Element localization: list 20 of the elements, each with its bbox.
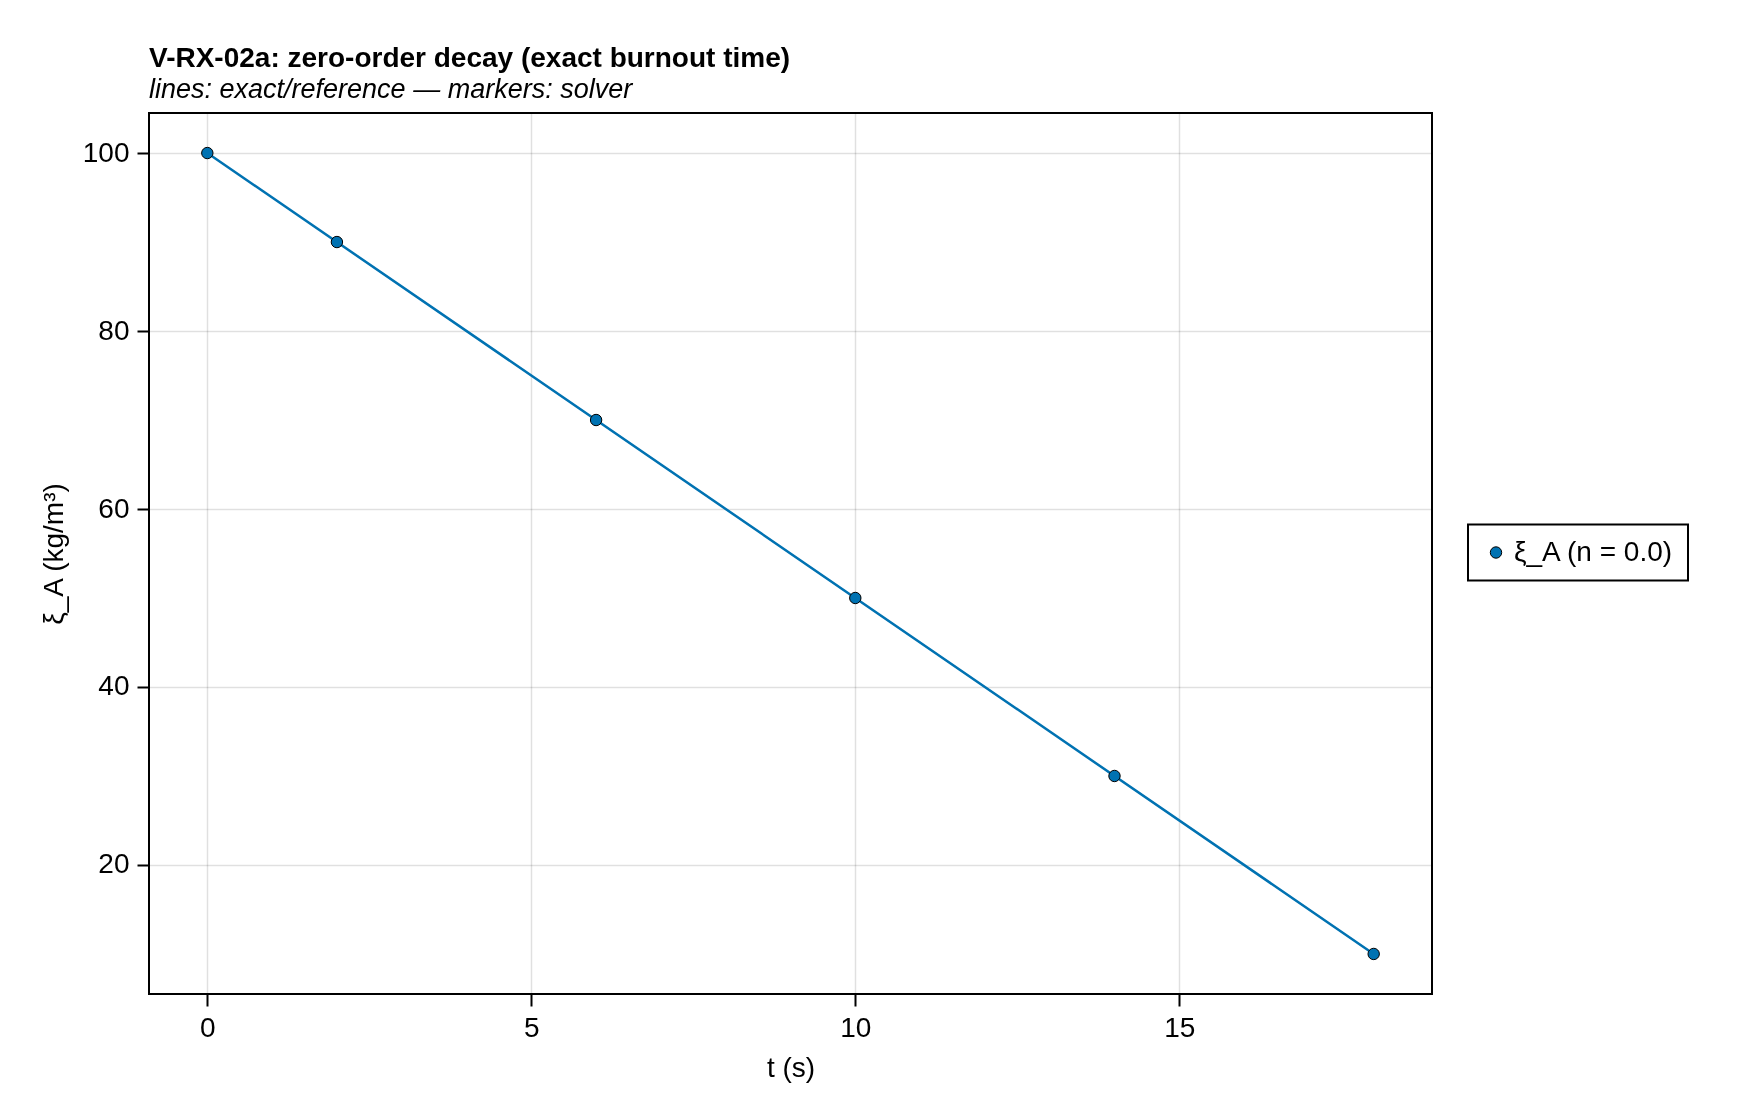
point bbox=[1367, 947, 1380, 961]
legend-label: ξ_A (n = 0.0) bbox=[1514, 535, 1673, 567]
y-tick-label: 20 bbox=[98, 848, 130, 880]
x-tick-label: 15 bbox=[1164, 1011, 1196, 1043]
point bbox=[1108, 769, 1121, 783]
y-axis-title: ξ_A (kg/m³) bbox=[37, 483, 69, 625]
point bbox=[330, 235, 344, 249]
y-tick-label: 40 bbox=[98, 670, 130, 702]
chart-subtitle: lines: exact/reference — markers: solver bbox=[149, 74, 634, 104]
point bbox=[201, 146, 214, 160]
point bbox=[589, 413, 603, 427]
chart-title: V-RX-02a: zero-order decay (exact burnout time) bbox=[149, 42, 791, 73]
x-axis-title: t (s) bbox=[766, 1051, 816, 1083]
x-tick-label: 10 bbox=[840, 1011, 872, 1043]
x-tick-label: 0 bbox=[200, 1011, 216, 1043]
y-tick-label: 60 bbox=[98, 492, 130, 524]
x-tick-label: 5 bbox=[524, 1011, 540, 1043]
y-tick-label: 80 bbox=[98, 314, 130, 346]
y-tick-label: 100 bbox=[82, 136, 130, 168]
point bbox=[849, 591, 862, 605]
